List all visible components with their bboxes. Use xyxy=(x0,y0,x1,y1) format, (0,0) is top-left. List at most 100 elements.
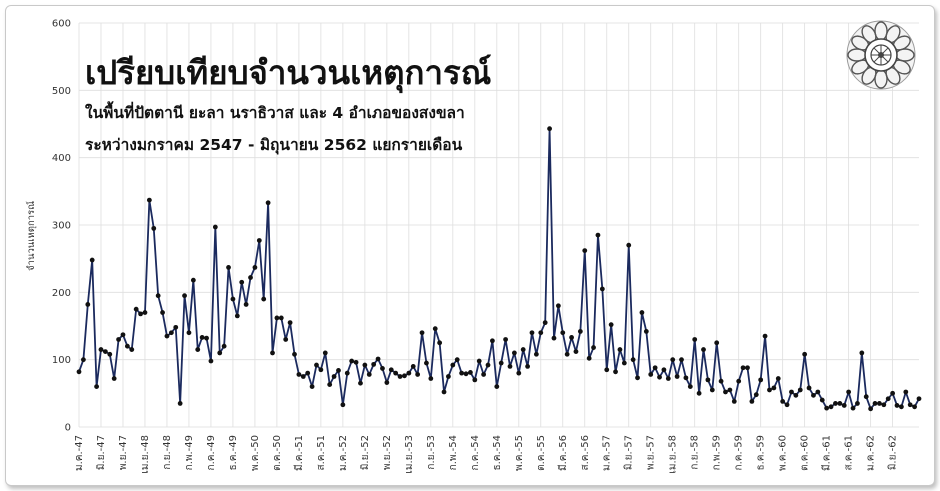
data-point xyxy=(468,370,473,375)
x-tick-label: มิ.ย.-52 xyxy=(360,435,371,470)
data-point xyxy=(670,357,676,363)
chart-frame: 0 100 200 300 400 500 600 ม.ค.-47 มิ.ย.-47 พ.ย.-… xyxy=(5,5,935,486)
data-point xyxy=(490,338,495,344)
data-point xyxy=(454,357,460,363)
data-point xyxy=(160,310,165,315)
x-tick-label: มิ.ย.-47 xyxy=(96,435,107,470)
data-point xyxy=(481,372,487,377)
data-points xyxy=(76,126,922,412)
data-point xyxy=(248,275,253,280)
data-point xyxy=(758,377,764,383)
data-point xyxy=(120,332,126,338)
chart-title: เปรียบเทียบจำนวนเหตุการณ์ xyxy=(85,53,491,94)
data-point xyxy=(771,385,777,391)
data-point xyxy=(221,343,227,349)
y-tick-label: 300 xyxy=(52,221,71,232)
data-point xyxy=(204,335,209,341)
data-point xyxy=(296,372,302,377)
x-tick-label: ม.ค.-62 xyxy=(866,435,877,471)
data-point xyxy=(503,337,508,342)
data-point xyxy=(604,367,610,373)
data-point xyxy=(410,364,416,369)
x-tick-label: เม.ย.-58 xyxy=(668,435,679,474)
data-point xyxy=(868,406,874,412)
data-point xyxy=(591,345,596,350)
data-point xyxy=(745,365,750,371)
data-point xyxy=(683,375,689,381)
data-point xyxy=(692,337,698,342)
data-point xyxy=(701,347,706,352)
data-point xyxy=(186,330,192,336)
data-point xyxy=(507,364,513,369)
data-point xyxy=(833,401,838,406)
x-tick-label: มิ.ย.-57 xyxy=(624,435,635,470)
x-tick-label: ต.ค.-55 xyxy=(536,435,547,471)
data-point xyxy=(111,376,117,381)
data-point xyxy=(687,384,693,389)
x-tick-label: พ.ย.-57 xyxy=(646,435,657,470)
data-point xyxy=(155,293,161,299)
data-point xyxy=(107,351,113,357)
data-point xyxy=(802,351,808,357)
data-point xyxy=(731,399,737,404)
x-tick-label: ธ.ค.-49 xyxy=(228,435,239,470)
data-point xyxy=(463,371,469,377)
data-point xyxy=(428,376,434,381)
x-tick-label: ก.ย.-58 xyxy=(690,435,701,470)
data-point xyxy=(89,257,95,263)
data-point xyxy=(393,370,399,376)
emblem-logo-icon xyxy=(846,20,916,90)
data-point xyxy=(511,350,517,356)
data-point xyxy=(195,347,201,352)
data-point xyxy=(635,375,640,381)
data-point xyxy=(551,335,557,341)
data-point xyxy=(679,357,684,363)
data-point xyxy=(124,343,130,349)
data-point xyxy=(415,372,421,377)
data-point xyxy=(881,402,887,408)
data-point xyxy=(753,392,759,398)
data-point xyxy=(485,362,491,368)
x-tick-label: พ.ย.-47 xyxy=(118,435,129,470)
data-point xyxy=(846,389,852,395)
data-point xyxy=(762,333,768,339)
data-point xyxy=(912,404,917,410)
data-point xyxy=(855,401,860,406)
data-point xyxy=(314,362,319,368)
data-point xyxy=(775,376,781,381)
x-tick-label: ก.พ.-54 xyxy=(448,435,459,470)
data-point xyxy=(133,306,139,312)
data-point xyxy=(300,374,306,379)
x-tick-label: พ.ค.-55 xyxy=(514,435,525,471)
data-point xyxy=(402,373,407,379)
data-point xyxy=(441,389,447,395)
data-point xyxy=(309,384,315,389)
data-point xyxy=(450,362,456,368)
data-point xyxy=(212,224,218,230)
data-point xyxy=(736,378,742,384)
data-point xyxy=(446,374,451,379)
data-point xyxy=(173,324,179,330)
data-point xyxy=(841,403,847,408)
data-point xyxy=(85,302,91,307)
chart-subtitle-line-2: ระหว่างมกราคม 2547 - มิถุนายน 2562 แยกรา… xyxy=(85,136,463,155)
data-point xyxy=(533,351,539,357)
data-point xyxy=(564,351,570,357)
data-point xyxy=(595,232,601,238)
data-point xyxy=(375,356,381,362)
data-point xyxy=(472,377,478,383)
x-tick-label: ส.ค.-56 xyxy=(580,435,591,470)
x-tick-label: ธ.ค.-59 xyxy=(756,435,767,470)
data-point xyxy=(643,328,649,334)
y-axis-label: จำนวนเหตุการณ์ xyxy=(25,201,37,271)
data-point xyxy=(815,389,821,395)
data-point xyxy=(94,384,99,389)
x-axis-ticks: ม.ค.-47 มิ.ย.-47 พ.ย.-47 เม.ย.-48 ก.ย.-48 ก.พ… xyxy=(74,435,899,474)
y-tick-label: 200 xyxy=(52,288,71,299)
data-point xyxy=(780,399,786,404)
data-point xyxy=(81,357,86,363)
data-point xyxy=(569,335,574,340)
data-point xyxy=(182,293,187,299)
data-point xyxy=(494,384,500,389)
data-point xyxy=(287,320,293,326)
